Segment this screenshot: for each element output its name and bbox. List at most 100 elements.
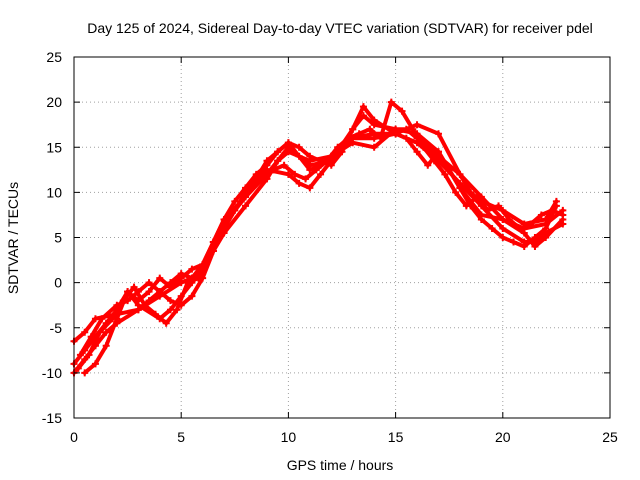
data-point xyxy=(467,202,475,210)
data-point xyxy=(188,292,196,300)
y-tick-label: 25 xyxy=(46,49,62,65)
data-point xyxy=(87,333,95,341)
data-point xyxy=(334,143,342,151)
data-point xyxy=(349,125,357,133)
x-axis-title: GPS time / hours xyxy=(287,457,394,473)
data-point xyxy=(274,157,282,165)
data-point xyxy=(355,130,363,138)
x-tick-label: 15 xyxy=(388,429,404,445)
data-point xyxy=(370,116,378,124)
data-point xyxy=(74,364,82,372)
data-point xyxy=(359,103,367,111)
data-point xyxy=(91,360,99,368)
data-point xyxy=(531,243,539,251)
series-line xyxy=(76,100,565,371)
data-point xyxy=(188,265,196,273)
x-tick-label: 20 xyxy=(495,429,511,445)
y-tick-label: -10 xyxy=(42,365,62,381)
data-point xyxy=(220,224,228,232)
data-point xyxy=(145,279,153,287)
data-point xyxy=(542,224,550,232)
data-point xyxy=(499,224,507,232)
data-point xyxy=(81,369,89,377)
data-point xyxy=(295,152,303,160)
data-point xyxy=(467,188,475,196)
data-point xyxy=(231,197,239,205)
data-point xyxy=(552,202,560,210)
data-point xyxy=(402,134,410,142)
x-tick-label: 25 xyxy=(602,429,618,445)
series-track-2 xyxy=(70,112,567,368)
data-point xyxy=(231,206,239,214)
y-tick-label: 0 xyxy=(54,275,62,291)
data-point xyxy=(102,342,110,350)
data-point xyxy=(156,288,164,296)
data-point xyxy=(302,175,310,183)
data-point xyxy=(291,170,299,178)
data-point xyxy=(452,188,460,196)
data-point xyxy=(520,243,528,251)
data-point xyxy=(242,202,250,210)
data-point xyxy=(419,143,427,151)
data-point xyxy=(162,319,170,327)
data-point xyxy=(145,297,153,305)
data-point xyxy=(166,279,174,287)
data-point xyxy=(199,270,207,278)
data-point xyxy=(477,215,485,223)
data-point xyxy=(96,328,104,336)
data-point xyxy=(209,243,217,251)
data-point xyxy=(166,297,174,305)
data-point xyxy=(473,193,481,201)
data-point xyxy=(263,166,271,174)
data-point xyxy=(306,166,314,174)
ticks: 0 5 10 15 20 25 -15 -10 -5 0 5 10 15 20 25 xyxy=(42,49,618,445)
data-point xyxy=(495,202,503,210)
data-point xyxy=(119,297,127,305)
data-point xyxy=(413,148,421,156)
data-point xyxy=(370,134,378,142)
data-point xyxy=(274,148,282,156)
series-track-6 xyxy=(70,130,560,345)
data-point xyxy=(295,143,303,151)
series-line xyxy=(82,104,559,375)
data-point xyxy=(441,170,449,178)
data-point xyxy=(527,220,535,228)
y-tick-label: 10 xyxy=(46,184,62,200)
data-point xyxy=(145,288,153,296)
data-point xyxy=(456,170,464,178)
data-point xyxy=(91,315,99,323)
data-point xyxy=(398,107,406,115)
data-point xyxy=(306,152,314,160)
data-point xyxy=(510,238,518,246)
data-point xyxy=(349,134,357,142)
chart-title: Day 125 of 2024, Sidereal Day-to-day VTE… xyxy=(87,20,593,36)
data-point xyxy=(531,234,539,241)
series-track-5 xyxy=(74,98,567,372)
data-point xyxy=(484,206,492,214)
data-point xyxy=(113,310,121,318)
series-layer xyxy=(70,98,567,377)
data-point xyxy=(413,121,421,129)
data-point xyxy=(505,215,513,223)
data-point xyxy=(188,274,196,282)
data-point xyxy=(263,175,271,183)
data-point xyxy=(184,279,192,287)
series-track-4 xyxy=(81,103,560,377)
data-point xyxy=(559,211,567,219)
data-point xyxy=(130,283,138,291)
data-point xyxy=(499,234,507,241)
data-point xyxy=(284,170,292,178)
data-point xyxy=(424,161,432,169)
y-tick-label: -15 xyxy=(42,410,62,426)
data-point xyxy=(284,139,292,147)
data-point xyxy=(166,306,174,314)
data-point xyxy=(76,351,84,359)
data-point xyxy=(516,224,524,232)
y-tick-label: 5 xyxy=(54,230,62,246)
data-point xyxy=(85,351,93,359)
y-axis-title: SDTVAR / TECUs xyxy=(5,182,21,294)
data-point xyxy=(134,306,142,314)
data-point xyxy=(434,130,442,138)
x-tick-label: 0 xyxy=(70,429,78,445)
data-point xyxy=(312,166,320,174)
